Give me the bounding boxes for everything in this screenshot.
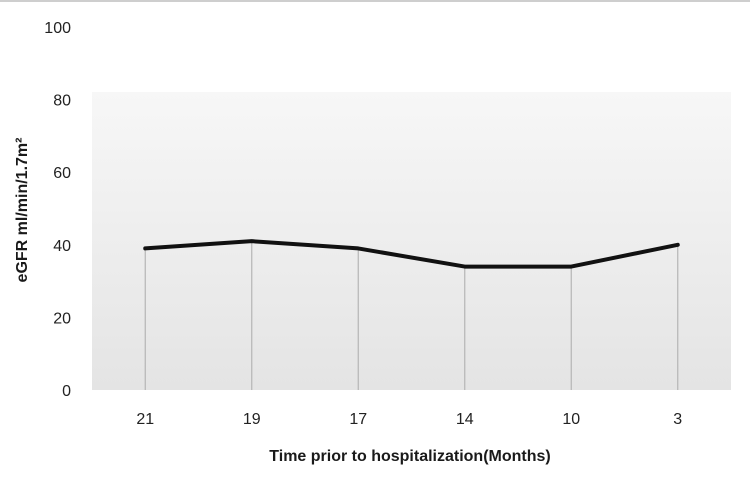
y-tick-label: 40	[53, 238, 71, 255]
y-tick-label: 60	[53, 165, 71, 182]
egfr-series-line	[143, 239, 680, 269]
y-tick-label: 20	[53, 310, 71, 327]
y-axis-ticks: 0 20 40 60 80 100	[44, 20, 71, 400]
x-tick-label: 19	[243, 411, 261, 428]
plot-area	[92, 92, 731, 390]
x-tick-label: 21	[136, 411, 154, 428]
y-tick-label: 0	[62, 383, 71, 400]
y-tick-label: 100	[44, 20, 71, 37]
x-tick-label: 10	[562, 411, 580, 428]
drop-lines	[144, 241, 679, 390]
x-axis-title: Time prior to hospitalization(Months)	[269, 448, 550, 465]
x-tick-label: 17	[349, 411, 367, 428]
y-tick-label: 80	[53, 93, 71, 110]
x-axis-ticks: 21 19 17 14 10 3	[136, 411, 682, 428]
y-axis-title: eGFR ml/min/1.7m²	[14, 138, 31, 283]
x-tick-label: 14	[456, 411, 474, 428]
x-tick-label: 3	[673, 411, 682, 428]
